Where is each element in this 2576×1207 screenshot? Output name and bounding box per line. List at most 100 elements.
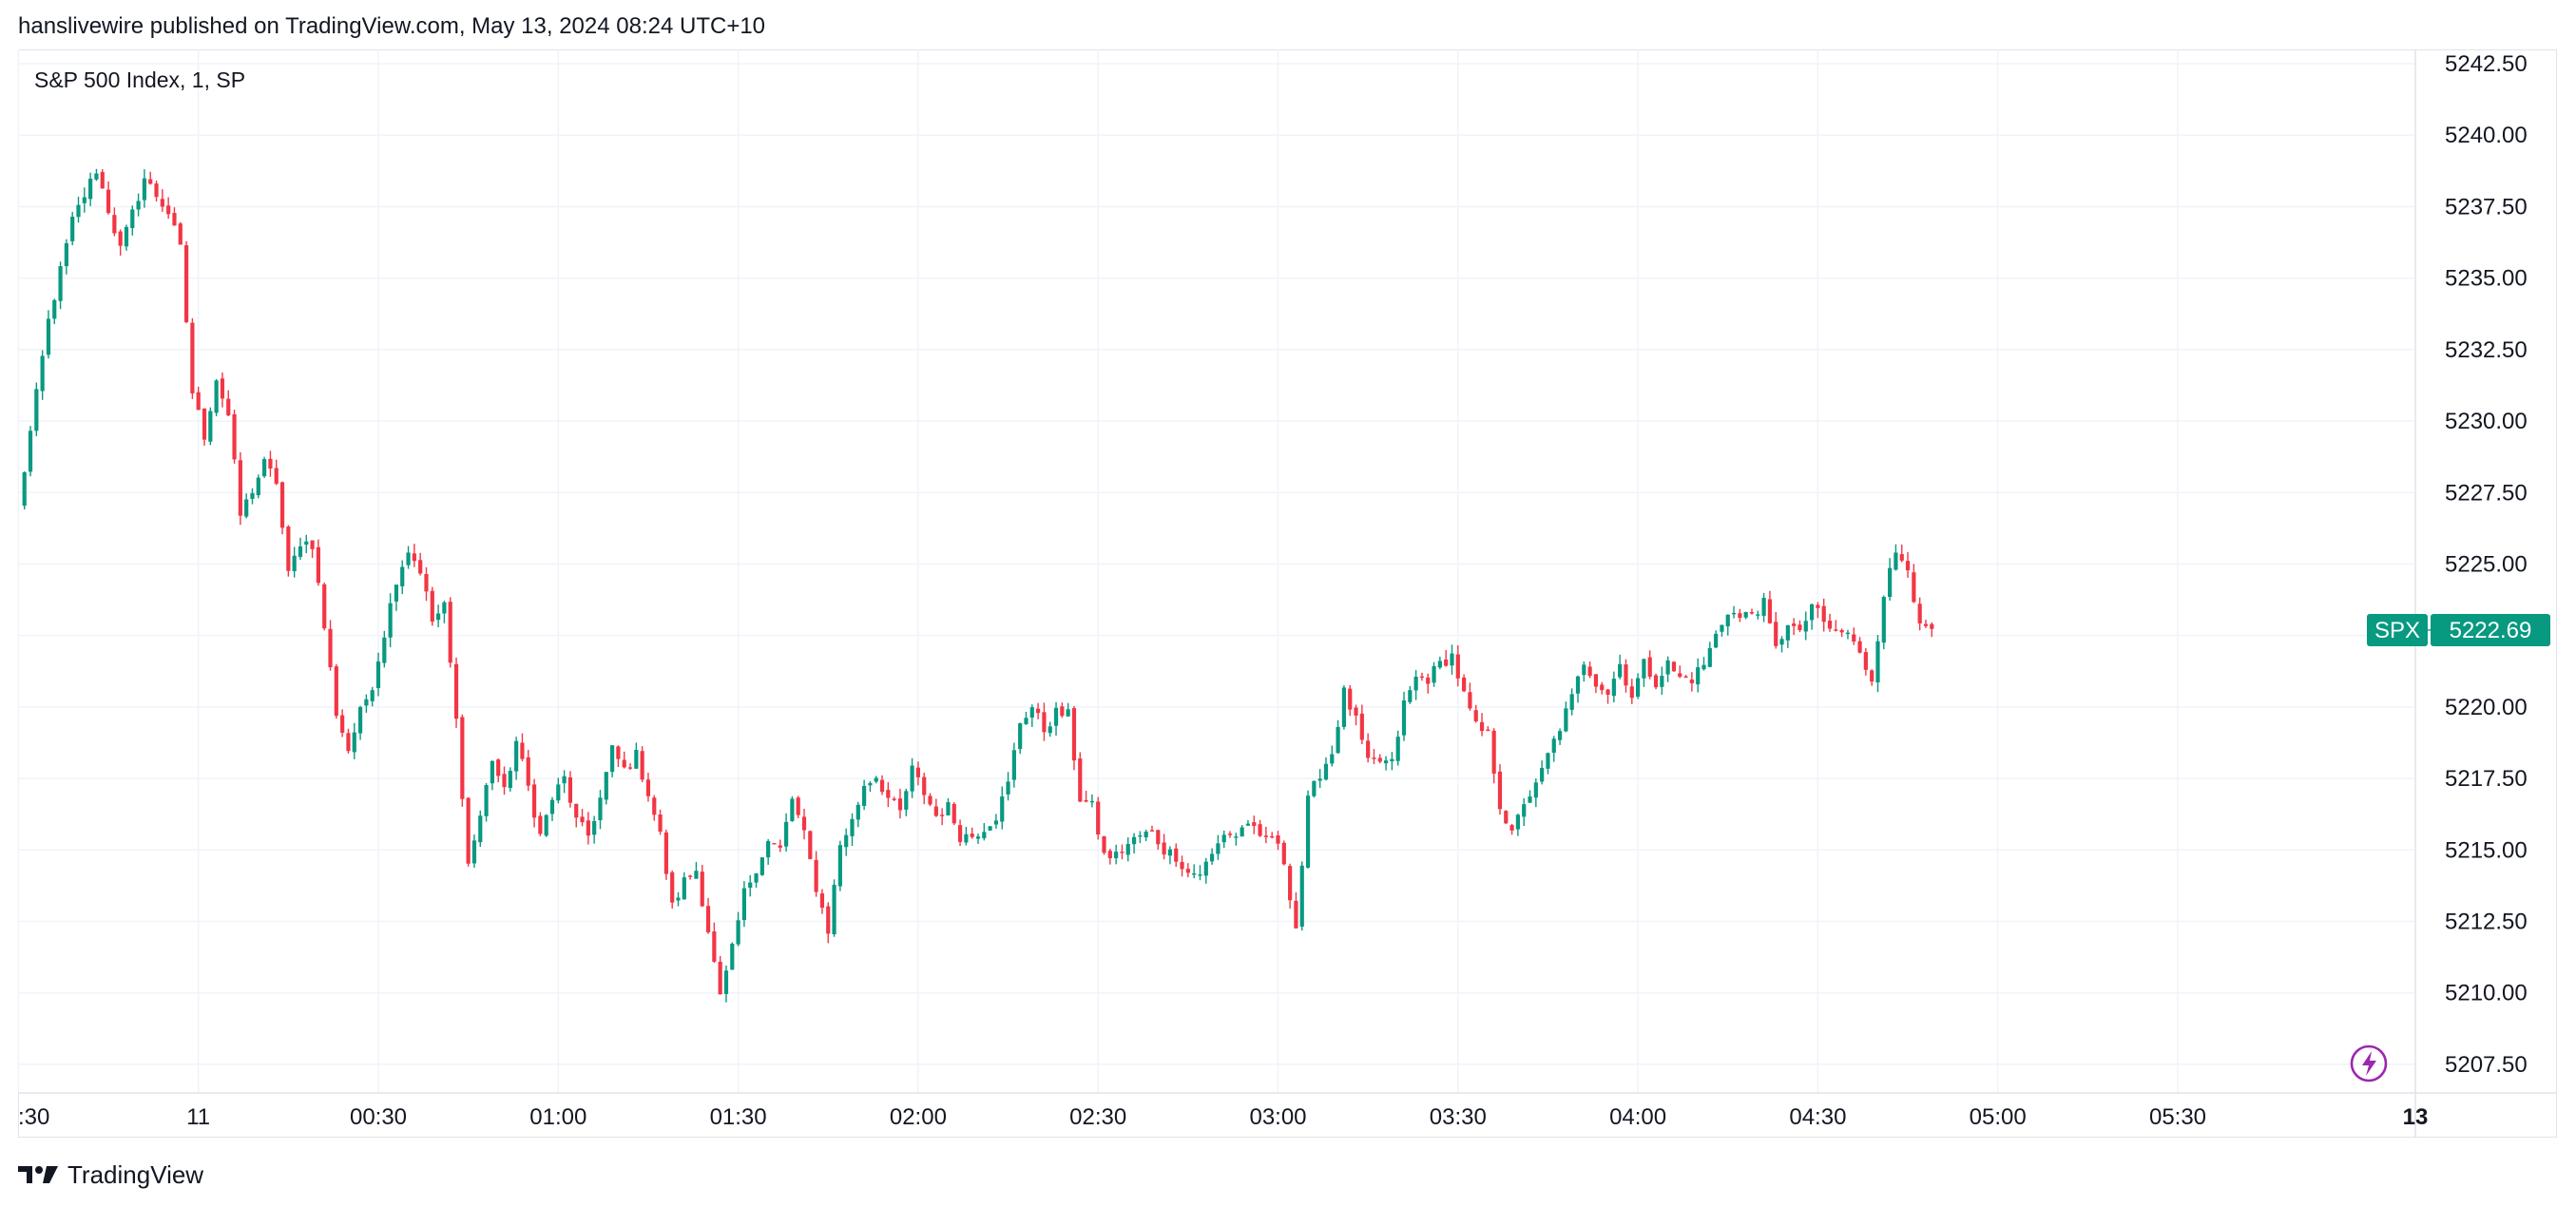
candle-down — [1162, 842, 1166, 855]
candle-down — [166, 205, 171, 215]
candle-up — [1390, 758, 1394, 762]
x-tick-label: 05:30 — [2149, 1104, 2206, 1130]
candle-up — [1432, 665, 1436, 683]
candle-down — [310, 540, 315, 549]
candle-up — [1029, 707, 1034, 718]
candle-down — [279, 482, 285, 528]
candle-up — [982, 832, 987, 838]
candle-up — [442, 602, 447, 614]
candle-up — [1240, 827, 1244, 837]
candle-down — [1917, 604, 1922, 624]
candle-down — [226, 398, 231, 416]
candle-down — [915, 767, 920, 777]
candle-down — [1354, 707, 1358, 716]
candle-up — [1665, 660, 1670, 675]
candle-up — [250, 492, 255, 499]
candle-down — [1107, 851, 1112, 859]
candle-up — [70, 216, 75, 241]
candle-up — [1660, 676, 1664, 687]
candle-up — [562, 776, 567, 784]
candle-up — [1696, 667, 1701, 685]
candle-up — [832, 885, 836, 935]
candle-up — [76, 204, 81, 218]
candle-up — [490, 760, 494, 784]
candle-down — [808, 831, 813, 859]
candle-up — [1305, 795, 1311, 868]
candle-up — [1714, 633, 1719, 648]
candle-up — [741, 888, 747, 921]
candle-up — [136, 201, 141, 210]
candle-up — [1575, 676, 1581, 694]
candle-down — [1276, 834, 1280, 844]
symbol-tag — [2367, 613, 2428, 646]
candle-down — [1372, 757, 1376, 759]
candle-up — [1312, 780, 1317, 796]
candle-down — [801, 816, 807, 831]
candle-up — [1203, 861, 1208, 876]
candle-down — [1084, 799, 1088, 802]
candle-down — [1905, 561, 1911, 571]
y-tick-label: 5217.50 — [2445, 766, 2528, 792]
candle-up — [1125, 843, 1130, 855]
candles — [22, 168, 1934, 1003]
candle-up — [64, 242, 68, 267]
candle-up — [1845, 632, 1851, 635]
candle-down — [1060, 706, 1065, 717]
candle-down — [1683, 676, 1688, 679]
candle-up — [1540, 767, 1545, 782]
y-tick-label: 5210.00 — [2445, 981, 2528, 1006]
candle-up — [1395, 737, 1400, 761]
candle-down — [1252, 822, 1257, 827]
candle-up — [1756, 614, 1760, 616]
candle-down — [100, 172, 105, 189]
candle-up — [40, 355, 45, 392]
candle-up — [1522, 804, 1527, 817]
candle-up — [1323, 763, 1329, 780]
candle-up — [783, 821, 789, 847]
lightning-icon[interactable] — [2350, 1044, 2388, 1082]
candle-down — [316, 546, 320, 584]
candle-down — [1270, 835, 1275, 838]
candle-up — [46, 318, 51, 355]
candle-down — [526, 757, 530, 786]
candle-up — [1408, 690, 1413, 702]
candle-up — [1216, 843, 1221, 854]
candle-up — [1881, 597, 1886, 643]
candle-up — [1888, 567, 1893, 598]
candle-up — [58, 266, 63, 301]
candle-up — [1875, 641, 1880, 683]
candle-up — [214, 380, 219, 413]
candle-up — [1636, 678, 1641, 698]
candle-up — [82, 197, 87, 203]
candle-up — [946, 802, 951, 815]
candle-up — [484, 785, 489, 816]
candle-up — [1383, 760, 1389, 764]
candle-down — [586, 820, 590, 836]
candle-down — [1156, 830, 1161, 845]
candle-up — [874, 777, 878, 782]
candle-down — [1629, 686, 1634, 699]
candle-down — [328, 628, 333, 668]
candle-down — [346, 733, 351, 752]
tradingview-brand[interactable]: TradingView — [18, 1159, 203, 1191]
candle-down — [1263, 835, 1268, 837]
candle-down — [1653, 675, 1659, 688]
candle-down — [1180, 861, 1184, 870]
candle-up — [1564, 708, 1568, 732]
candle-up — [1809, 604, 1815, 621]
candle-down — [502, 774, 507, 788]
candle-up — [682, 877, 686, 900]
chart-legend: S&P 500 Index, 1, SP — [34, 67, 246, 92]
candle-down — [172, 213, 177, 226]
candle-down — [1444, 659, 1449, 666]
candle-up — [1551, 738, 1556, 754]
candle-up — [1743, 612, 1748, 618]
candle-down — [1839, 629, 1844, 633]
candle-up — [508, 770, 512, 789]
candle-down — [274, 468, 279, 484]
candle-down — [1294, 900, 1298, 929]
candle-up — [844, 834, 849, 848]
candle-down — [688, 875, 693, 877]
candle-up — [370, 690, 375, 701]
